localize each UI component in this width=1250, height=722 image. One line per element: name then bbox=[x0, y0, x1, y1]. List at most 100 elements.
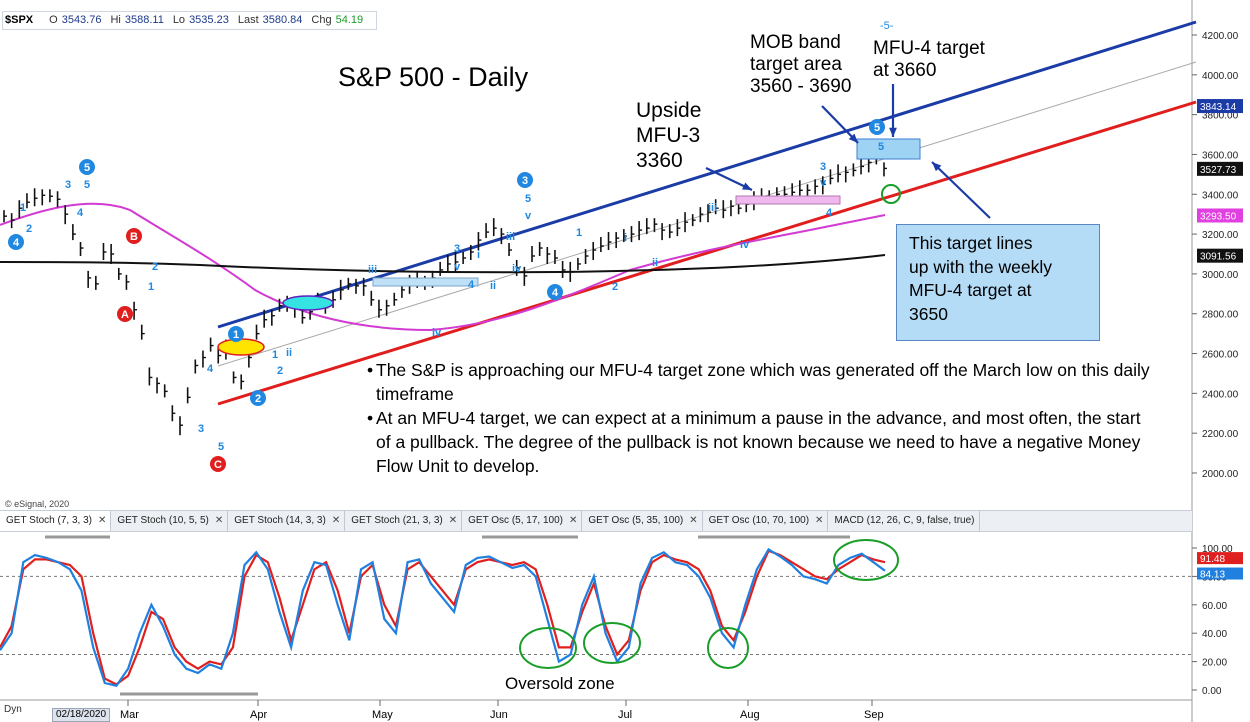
y-tick-label: 2200.00 bbox=[1202, 429, 1239, 440]
commentary-bullet: The S&P is approaching our MFU-4 target … bbox=[367, 358, 1158, 406]
tab-get-osc-5-17[interactable]: GET Osc (5, 17, 100) ✕ bbox=[462, 511, 583, 531]
change-label: Chg bbox=[311, 14, 332, 26]
y-tick-label: 4200.00 bbox=[1202, 31, 1239, 42]
tab-label: GET Osc (5, 17, 100) bbox=[468, 515, 563, 526]
wave-label: 4 bbox=[468, 279, 475, 291]
price-tag bbox=[1197, 99, 1243, 114]
x-tick-label: Aug bbox=[740, 709, 760, 721]
tab-get-stoch-14[interactable]: GET Stoch (14, 3, 3) ✕ bbox=[228, 511, 346, 531]
channel-lines bbox=[217, 20, 1197, 406]
y-tick-label: 2400.00 bbox=[1202, 389, 1239, 400]
wave-circle-text: 4 bbox=[13, 237, 20, 249]
wave-label: 4 bbox=[207, 363, 214, 375]
wave-label: iv bbox=[740, 239, 750, 251]
wave-label: 3 bbox=[454, 243, 460, 255]
open-value: 3543.76 bbox=[61, 14, 102, 26]
wave-circle bbox=[210, 456, 226, 472]
y-tick-label: 3400.00 bbox=[1202, 190, 1239, 201]
upper-channel-line bbox=[217, 20, 1197, 329]
y-tick-label: 4000.00 bbox=[1202, 71, 1239, 82]
symbol-label: $SPX bbox=[5, 14, 34, 26]
wave-label: v bbox=[454, 261, 461, 273]
wave-label: iii bbox=[708, 202, 717, 214]
wave-circle bbox=[117, 306, 133, 322]
tab-label: GET Stoch (10, 5, 5) bbox=[117, 515, 209, 526]
wave-label: 5 bbox=[84, 179, 90, 191]
wave-label: ii bbox=[652, 257, 658, 269]
tab-label: GET Stoch (7, 3, 3) bbox=[6, 515, 92, 526]
tab-get-stoch-21[interactable]: GET Stoch (21, 3, 3) ✕ bbox=[345, 511, 463, 531]
close-icon[interactable]: ✕ bbox=[815, 515, 824, 526]
oversold-circle bbox=[707, 627, 749, 669]
oversold-circle bbox=[583, 622, 641, 664]
dyn-label[interactable]: Dyn bbox=[4, 704, 22, 715]
price-tag-label: 3091.56 bbox=[1200, 252, 1237, 263]
wave-label: 3 bbox=[820, 161, 826, 173]
wave-circle-text: 4 bbox=[552, 287, 559, 299]
wave-circle bbox=[517, 172, 533, 188]
wave-circle bbox=[79, 159, 95, 175]
wave-label: i bbox=[477, 249, 480, 261]
wave-circle bbox=[228, 326, 244, 342]
high-label: Hi bbox=[110, 14, 121, 26]
green-circle bbox=[881, 184, 901, 204]
wave-five-marker: -5- bbox=[880, 20, 894, 32]
close-icon[interactable]: ✕ bbox=[568, 515, 578, 526]
tab-label: GET Stoch (21, 3, 3) bbox=[351, 515, 443, 526]
tab-label: GET Osc (5, 35, 100) bbox=[588, 515, 684, 526]
tab-get-stoch-10[interactable]: GET Stoch (10, 5, 5) ✕ bbox=[111, 511, 229, 531]
close-icon[interactable]: ✕ bbox=[331, 515, 341, 526]
close-icon[interactable]: ✕ bbox=[214, 515, 224, 526]
x-tick-label: Sep bbox=[864, 709, 884, 721]
mfu4-target-annotation: MFU-4 target at 3660 bbox=[873, 38, 985, 81]
wave-label: 1 bbox=[272, 349, 278, 361]
x-tick-label: Apr bbox=[250, 709, 267, 721]
wave-label: 5 bbox=[525, 193, 531, 205]
wave-label: 2 bbox=[152, 261, 158, 273]
tab-get-stoch-7[interactable]: GET Stoch (7, 3, 3) ✕ bbox=[0, 511, 112, 531]
wave-label: 2 bbox=[26, 223, 32, 235]
y-tick-label: 60.00 bbox=[1202, 601, 1227, 612]
close-icon[interactable]: ✕ bbox=[448, 515, 458, 526]
indicator-tabs: GET Stoch (7, 3, 3) ✕ GET Stoch (10, 5, 5… bbox=[0, 510, 1192, 532]
commentary-bullet: At an MFU-4 target, we can expect at a m… bbox=[367, 406, 1158, 478]
wave-circle bbox=[547, 284, 563, 300]
tab-get-osc-5-35[interactable]: GET Osc (5, 35, 100) ✕ bbox=[582, 511, 703, 531]
tab-label: GET Stoch (14, 3, 3) bbox=[234, 515, 326, 526]
x-tick-label: May bbox=[372, 709, 393, 721]
tab-macd[interactable]: MACD (12, 26, C, 9, false, true) bbox=[828, 511, 980, 531]
oscillator-series bbox=[0, 535, 899, 696]
wave-label: v bbox=[525, 210, 532, 222]
upside-mfu3-annotation: Upside MFU-3 3360 bbox=[636, 99, 702, 172]
oscillator-line bbox=[0, 549, 886, 686]
tab-label: MACD (12, 26, C, 9, false, true) bbox=[834, 515, 975, 526]
price-tag bbox=[1197, 161, 1243, 176]
y-tick-label: 3200.00 bbox=[1202, 230, 1239, 241]
x-tick-label: Mar bbox=[120, 709, 139, 721]
wave-label: 1 bbox=[148, 281, 154, 293]
median-channel-line bbox=[217, 61, 1197, 367]
close-icon[interactable]: ✕ bbox=[689, 515, 698, 526]
wave-circle bbox=[126, 228, 142, 244]
close-icon[interactable]: ✕ bbox=[97, 515, 107, 526]
wave-label: iv bbox=[432, 327, 442, 339]
weekly-target-note: This target lines up with the weekly MFU… bbox=[896, 224, 1100, 341]
y-tick-label: 40.00 bbox=[1202, 629, 1227, 640]
low-label: Lo bbox=[172, 14, 186, 26]
commentary: The S&P is approaching our MFU-4 target … bbox=[367, 358, 1158, 478]
oscillator-line bbox=[0, 547, 886, 687]
open-label: O bbox=[49, 14, 58, 26]
y-tick-label: 0.00 bbox=[1202, 686, 1222, 697]
mfu3-band bbox=[735, 195, 841, 205]
copyright-label: © eSignal, 2020 bbox=[5, 499, 70, 509]
mob-band-annotation: MOB band target area 3560 - 3690 bbox=[750, 32, 852, 97]
wave-label: 4 bbox=[77, 207, 84, 219]
wave-label: ii bbox=[490, 280, 496, 292]
y-tick-label: 3000.00 bbox=[1202, 270, 1239, 281]
low-value: 3535.23 bbox=[189, 14, 229, 26]
wave-circle-text: 3 bbox=[522, 175, 528, 187]
wave-label: 5 bbox=[218, 441, 224, 453]
tab-get-osc-10-70[interactable]: GET Osc (10, 70, 100) ✕ bbox=[703, 511, 829, 531]
wave-circle-text: B bbox=[130, 231, 138, 243]
